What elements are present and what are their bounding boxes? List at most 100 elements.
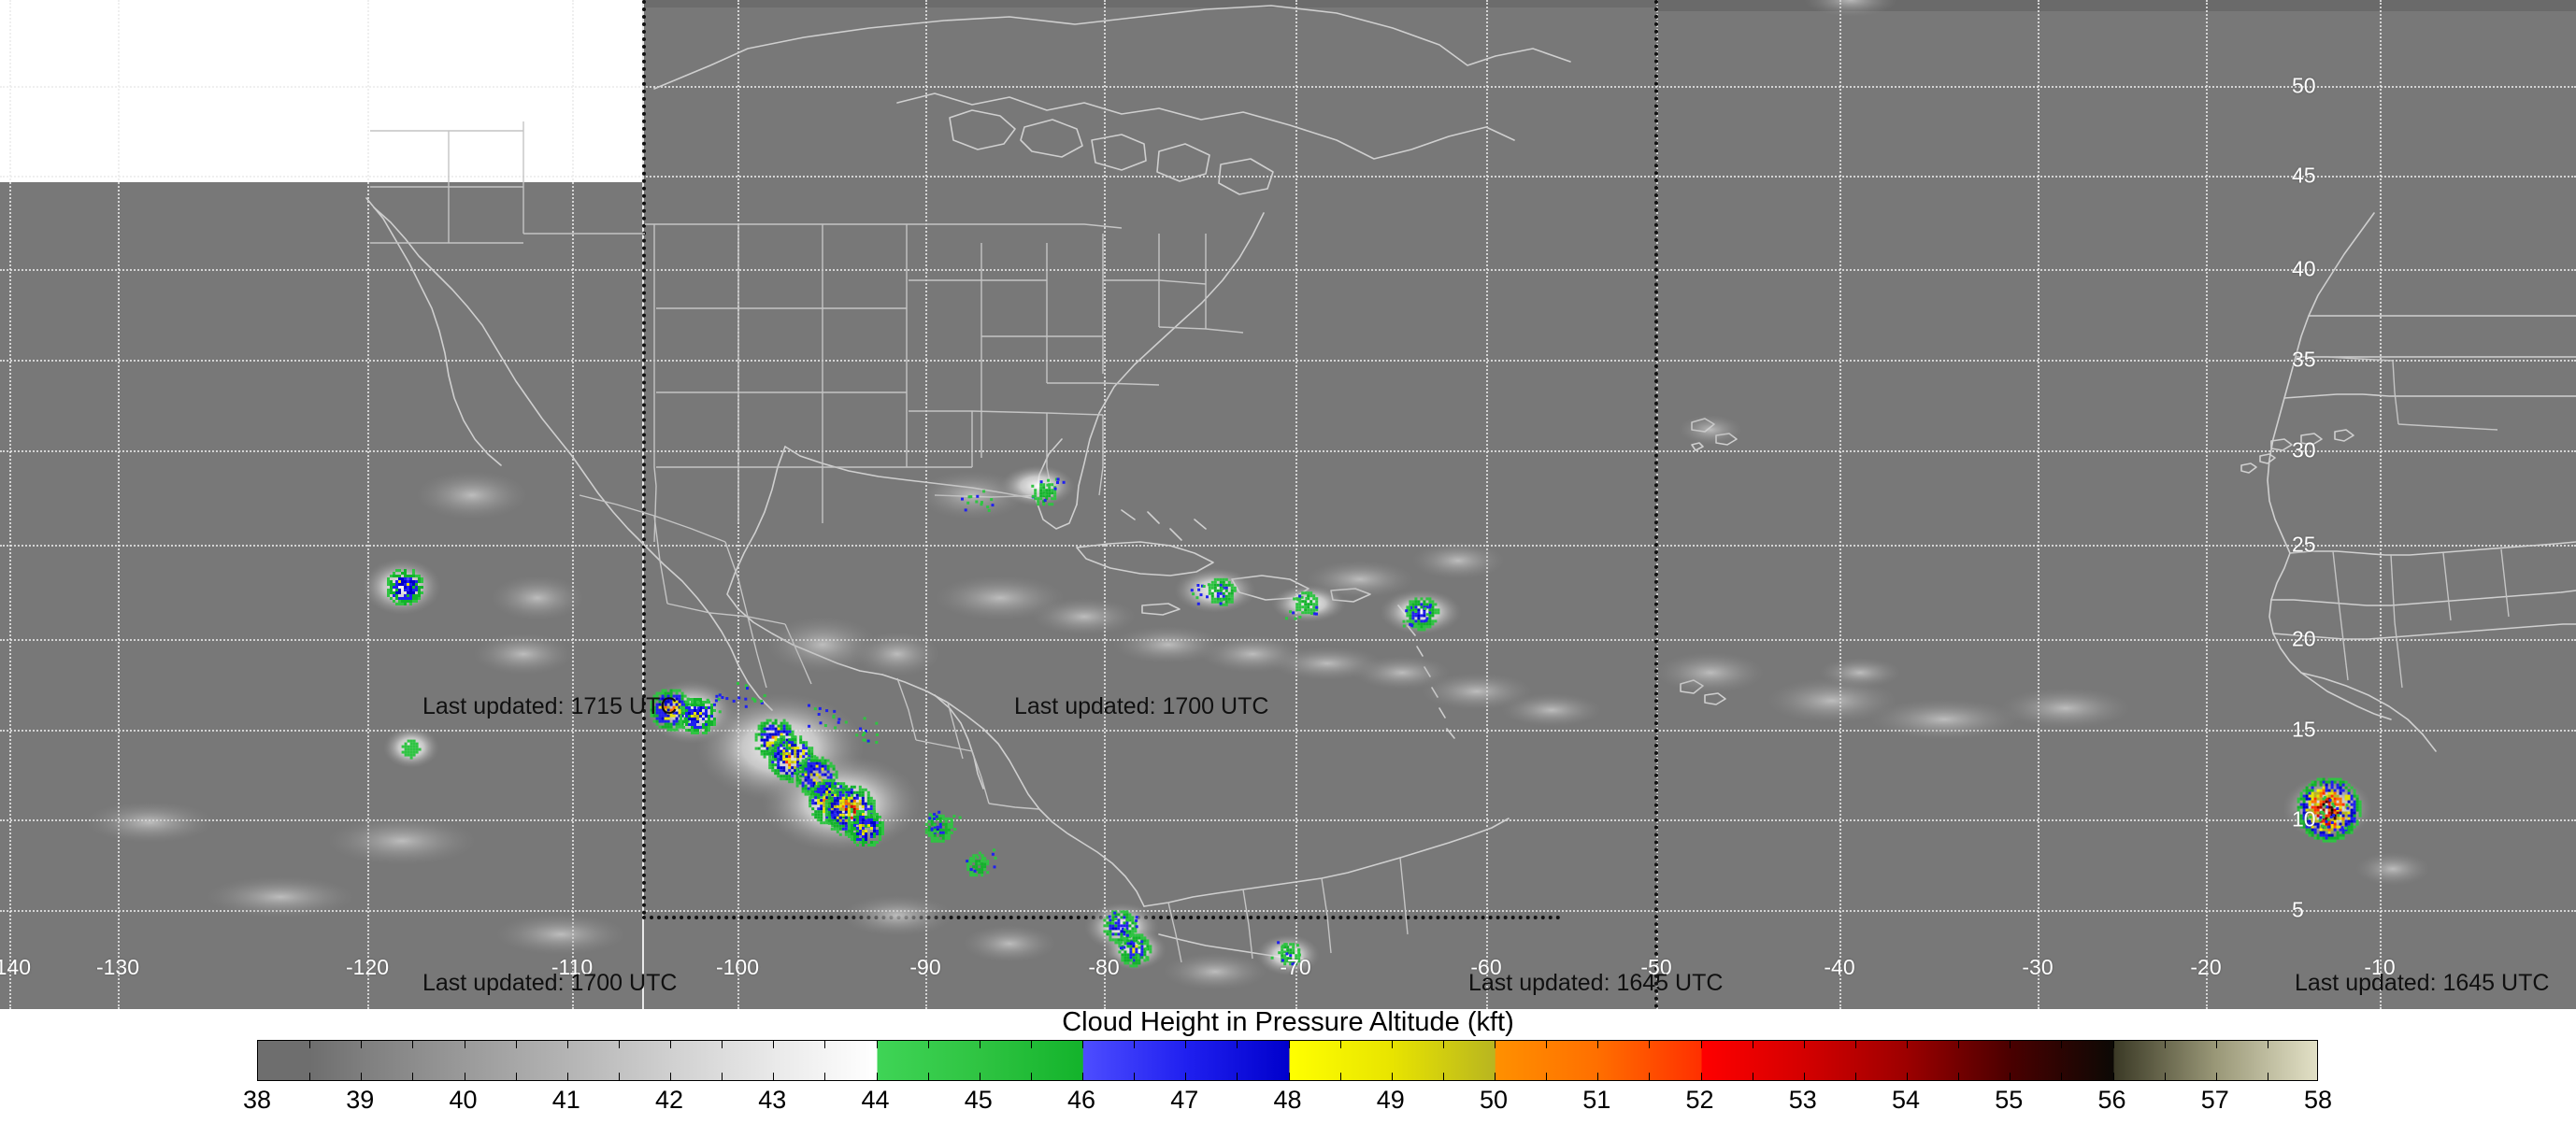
lat-tick-15: 15 (2292, 717, 2316, 742)
colorbar-minor-tick (1339, 1073, 1341, 1080)
last-updated-meteosat-1645: Last updated: 1645 UTC (2295, 970, 2550, 996)
east-sector-topbar (642, 0, 1654, 7)
colorbar-minor-tick (2112, 1073, 2114, 1080)
colorbar-minor-tick (670, 1041, 671, 1048)
colorbar-minor-tick (566, 1041, 568, 1048)
lon-tick--50: -50 (1640, 955, 1672, 979)
colorbar-tick-47: 47 (1170, 1086, 1199, 1114)
colorbar-minor-tick (1700, 1073, 1702, 1080)
colorbar-tick-54: 54 (1891, 1086, 1921, 1114)
colorbar-minor-tick (1597, 1041, 1599, 1048)
lat-tick-5: 5 (2292, 897, 2304, 922)
colorbar-minor-tick (1803, 1073, 1805, 1080)
colorbar-minor-tick (1134, 1041, 1136, 1048)
last-updated-west-1715: Last updated: 1715 UTC (422, 693, 678, 719)
colorbar-minor-tick (773, 1073, 775, 1080)
colorbar-minor-tick (1030, 1073, 1032, 1080)
colorbar-minor-tick (2061, 1073, 2063, 1080)
colorbar-minor-tick (1288, 1041, 1290, 1048)
colorbar-minor-tick (2010, 1073, 2011, 1080)
colorbar-minor-tick (2010, 1041, 2011, 1048)
lon-tick--120: -120 (345, 955, 390, 979)
colorbar-minor-tick (1546, 1041, 1548, 1048)
lon-tick--20: -20 (2190, 955, 2222, 979)
lat-tick-40: 40 (2292, 256, 2316, 281)
colorbar-tick-43: 43 (758, 1086, 787, 1114)
lon-tick--100: -100 (715, 955, 760, 979)
colorbar-segment (2215, 1041, 2317, 1080)
colorbar-tick-42: 42 (654, 1086, 684, 1114)
colorbar-minor-tick (1907, 1041, 1908, 1048)
colorbar-tick-49: 49 (1376, 1086, 1405, 1114)
colorbar-tick-44: 44 (861, 1086, 890, 1114)
colorbar-segment (258, 1041, 310, 1080)
colorbar-minor-tick (1442, 1041, 1444, 1048)
colorbar-minor-tick (1597, 1073, 1599, 1080)
lat-tick-45: 45 (2292, 163, 2316, 188)
colorbar-minor-tick (361, 1041, 363, 1048)
colorbar-minor-tick (1237, 1041, 1238, 1048)
colorbar-minor-tick (876, 1041, 878, 1048)
colorbar-segment (1495, 1041, 1496, 1080)
colorbar-tick-38: 38 (242, 1086, 272, 1114)
colorbar-minor-tick (1495, 1073, 1496, 1080)
colorbar-minor-tick (2061, 1041, 2063, 1048)
colorbar-segment (1082, 1041, 1084, 1080)
sector-boundary-left (642, 0, 646, 916)
lon-tick--130: -130 (95, 955, 140, 979)
colorbar-minor-tick (309, 1073, 311, 1080)
lat-tick-10: 10 (2292, 806, 2316, 832)
colorbar-segment (309, 1041, 362, 1080)
colorbar-minor-tick (1134, 1073, 1136, 1080)
colorbar-minor-tick (1958, 1073, 1960, 1080)
lat-tick-20: 20 (2292, 626, 2316, 651)
colorbar-minor-tick (1237, 1073, 1238, 1080)
lat-tick-30: 30 (2292, 437, 2316, 462)
colorbar-minor-tick (1030, 1041, 1032, 1048)
sector-goes-west (0, 182, 642, 1009)
colorbar-minor-tick (1803, 1041, 1805, 1048)
colorbar-minor-tick (722, 1073, 723, 1080)
colorbar-minor-tick (412, 1041, 414, 1048)
lon-tick--110: -110 (551, 955, 594, 979)
last-updated-east-1645: Last updated: 1645 UTC (1468, 970, 1724, 996)
colorbar-tick-39: 39 (346, 1086, 375, 1114)
colorbar-minor-tick (566, 1073, 568, 1080)
colorbar-minor-tick (1854, 1041, 1856, 1048)
no-data-region (0, 0, 642, 182)
colorbar-minor-tick (1854, 1073, 1856, 1080)
lon-tick--70: -70 (1280, 955, 1311, 979)
colorbar-title: Cloud Height in Pressure Altitude (kft) (1062, 1007, 1514, 1037)
colorbar-minor-tick (1700, 1041, 1702, 1048)
colorbar-minor-tick (927, 1073, 929, 1080)
lat-tick-50: 50 (2292, 73, 2316, 98)
colorbar-tick-50: 50 (1479, 1086, 1509, 1114)
colorbar-tick-53: 53 (1788, 1086, 1817, 1114)
colorbar-minor-tick (309, 1041, 311, 1048)
lon-tick--30: -30 (2022, 955, 2054, 979)
colorbar-tick-52: 52 (1685, 1086, 1714, 1114)
colorbar-gradient[interactable] (257, 1040, 2318, 1081)
lon-tick--10: -10 (2364, 955, 2396, 979)
lon-tick--60: -60 (1470, 955, 1502, 979)
colorbar-tick-51: 51 (1582, 1086, 1611, 1114)
colorbar-segment (2112, 1041, 2115, 1080)
colorbar-minor-tick (2164, 1041, 2166, 1048)
colorbar-minor-tick (670, 1073, 671, 1080)
lon-tick--40: -40 (1824, 955, 1855, 979)
colorbar-minor-tick (1907, 1073, 1908, 1080)
colorbar-tick-46: 46 (1066, 1086, 1096, 1114)
colorbar-minor-tick (1185, 1073, 1187, 1080)
lat-tick-35: 35 (2292, 347, 2316, 372)
colorbar-minor-tick (412, 1073, 414, 1080)
colorbar-tick-40: 40 (449, 1086, 478, 1114)
colorbar-minor-tick (2112, 1041, 2114, 1048)
last-updated-east-1700: Last updated: 1700 UTC (1014, 693, 1269, 719)
colorbar-minor-tick (824, 1073, 826, 1080)
sector-goes-east (642, 0, 1654, 1009)
map-canvas[interactable]: -140 -130 -120 -110 -100 -90 -80 -70 -60 -50 -40 -3… (0, 0, 2576, 1009)
colorbar-minor-tick (1391, 1073, 1393, 1080)
colorbar-minor-tick (2215, 1041, 2217, 1048)
last-updated-west-1700: Last updated: 1700 UTC (422, 970, 678, 996)
colorbar-tick-41: 41 (551, 1086, 580, 1114)
